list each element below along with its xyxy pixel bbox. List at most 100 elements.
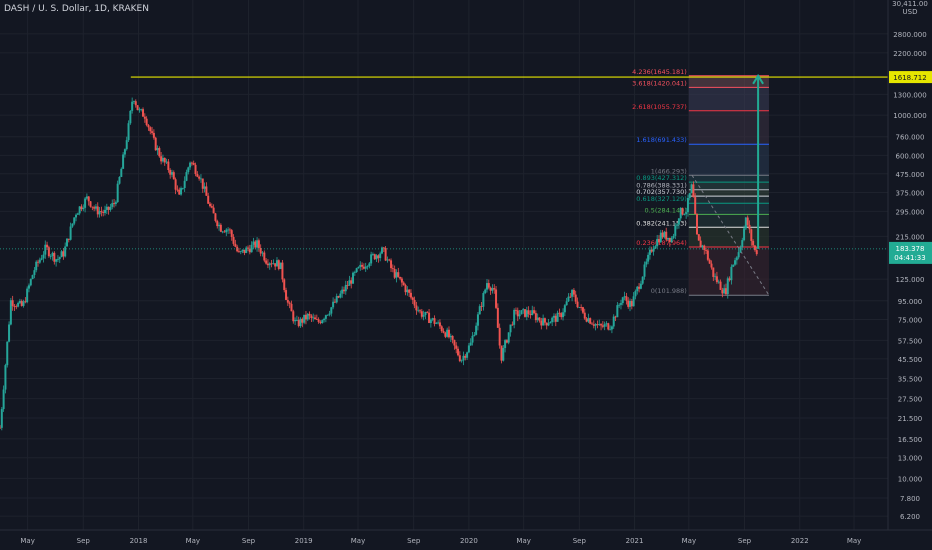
- fib-level-label: 0.236(187.964): [636, 239, 687, 247]
- candle-body: [596, 324, 599, 325]
- candle-body: [746, 217, 749, 225]
- time-tick-label: May: [847, 537, 861, 545]
- time-tick-label: 2021: [626, 537, 644, 545]
- candle-body: [717, 281, 720, 283]
- candle-body: [433, 318, 436, 324]
- price-axis-unit: 30,411.00 USD: [889, 0, 931, 16]
- candle-body: [355, 268, 358, 272]
- candle-body: [183, 180, 186, 189]
- candle-body: [402, 282, 405, 286]
- candle-body: [359, 264, 362, 267]
- candle-body: [129, 110, 132, 124]
- candle-body: [169, 170, 172, 175]
- candle-body: [15, 306, 18, 308]
- candle-body: [438, 322, 441, 327]
- candle-body: [330, 307, 333, 314]
- time-axis: May Sep 2018 May Sep 2019 May Sep 2020 May Sep 2021…: [20, 537, 861, 545]
- candle-body: [417, 310, 420, 312]
- fib-zone: [688, 144, 769, 176]
- candle-body: [11, 300, 14, 307]
- candle-body: [502, 347, 505, 361]
- candle-body: [176, 189, 179, 191]
- candle-body: [688, 193, 691, 198]
- candle-body: [440, 326, 443, 332]
- candle-body: [361, 264, 364, 267]
- price-axis-currency: USD: [902, 8, 918, 16]
- candle-body: [275, 260, 278, 267]
- candle-body: [560, 313, 563, 318]
- candle-body: [558, 312, 561, 314]
- fib-zone: [688, 203, 769, 215]
- candle-body: [4, 365, 7, 390]
- fib-level-label: 0.382(241.153): [636, 219, 687, 227]
- candle-body: [145, 118, 148, 126]
- candle-body: [241, 249, 244, 252]
- candle-body: [33, 270, 36, 276]
- candle-body: [64, 246, 67, 257]
- price-tick-label: 16.500: [898, 436, 923, 444]
- candle-body: [247, 247, 250, 249]
- candle-body: [114, 202, 117, 205]
- time-tick-label: May: [186, 537, 200, 545]
- candle-body: [89, 201, 92, 207]
- candle-body: [286, 299, 289, 303]
- candle-body: [205, 186, 208, 196]
- candle-body: [337, 296, 340, 298]
- candle-body: [578, 307, 581, 308]
- candle-body: [232, 236, 235, 244]
- candle-body: [366, 266, 369, 268]
- candle-body: [223, 231, 226, 233]
- candle-body: [645, 261, 648, 265]
- candle-body: [732, 264, 735, 267]
- candle-body: [630, 301, 633, 307]
- candle-body: [567, 296, 570, 302]
- candle-body: [647, 254, 650, 262]
- candle-body: [737, 252, 740, 258]
- candle-body: [364, 266, 367, 269]
- time-tick-label: Sep: [407, 537, 421, 545]
- candle-body: [411, 297, 414, 300]
- candle-body: [683, 214, 686, 215]
- fib-zone: [688, 196, 769, 204]
- candle-body: [610, 326, 613, 330]
- candle-body: [554, 315, 557, 322]
- fib-level-label: 0.893(427.312): [636, 174, 687, 182]
- price-tick-label: 475.000: [896, 171, 925, 179]
- candle-body: [431, 318, 434, 320]
- candle-body: [49, 255, 52, 257]
- price-tick-label: 45.500: [898, 356, 923, 364]
- time-tick-label: Sep: [738, 537, 752, 545]
- candle-body: [451, 335, 454, 340]
- candle-body: [480, 306, 483, 308]
- candle-body: [118, 176, 121, 184]
- candle-body: [225, 229, 228, 233]
- candle-body: [96, 206, 99, 215]
- candle-body: [493, 288, 496, 290]
- candle-body: [639, 283, 642, 289]
- candle-body: [187, 167, 190, 173]
- candle-body: [569, 296, 572, 298]
- fib-zone: [688, 87, 769, 111]
- candle-body: [310, 315, 313, 319]
- candle-body: [705, 250, 708, 251]
- price-tick-label: 95.000: [898, 298, 923, 306]
- candle-body: [471, 335, 474, 343]
- candle-body: [46, 244, 49, 248]
- fib-level-label: 4.236(1645.181): [632, 68, 687, 76]
- candle-body: [189, 162, 192, 168]
- candle-body: [650, 249, 653, 252]
- candle-body: [556, 312, 559, 322]
- time-tick-label: Sep: [573, 537, 587, 545]
- candle-body: [17, 302, 20, 307]
- candle-body: [562, 312, 565, 318]
- candle-body: [328, 313, 331, 315]
- candle-body: [580, 307, 583, 308]
- candle-body: [93, 207, 96, 209]
- candle-body: [6, 341, 9, 366]
- candle-body: [120, 168, 123, 177]
- candle-body: [534, 313, 537, 321]
- candle-body: [348, 280, 351, 286]
- candle-body: [51, 252, 54, 256]
